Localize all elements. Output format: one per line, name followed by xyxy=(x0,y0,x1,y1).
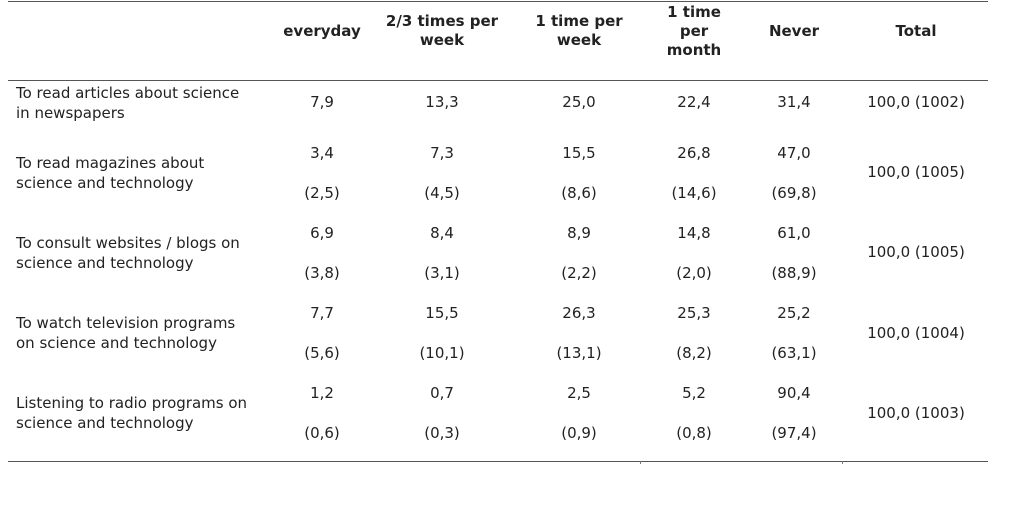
row-label: Listening to radio programs on science a… xyxy=(16,394,248,432)
column-header-total: Total xyxy=(895,22,937,40)
secondary-value-cell: (8,2) xyxy=(676,344,712,362)
secondary-value-cell: (0,8) xyxy=(676,424,712,442)
value-cell: 6,9 xyxy=(310,224,334,242)
secondary-value-cell: (0,6) xyxy=(304,424,340,442)
value-cell: 2,5 xyxy=(567,384,591,402)
value-cell: 8,9 xyxy=(567,224,591,242)
table-header-rule xyxy=(8,80,988,81)
value-cell: 13,3 xyxy=(425,93,459,111)
table-bottom-rule xyxy=(8,461,988,462)
value-cell: 90,4 xyxy=(777,384,811,402)
total-cell: 100,0 (1005) xyxy=(867,243,965,261)
secondary-value-cell: (88,9) xyxy=(771,264,817,282)
value-cell: 26,8 xyxy=(677,144,711,162)
value-cell: 15,5 xyxy=(562,144,596,162)
secondary-value-cell: (4,5) xyxy=(424,184,460,202)
table-top-rule xyxy=(8,1,988,2)
secondary-value-cell: (14,6) xyxy=(671,184,717,202)
secondary-value-cell: (2,2) xyxy=(561,264,597,282)
column-header-everyday: everyday xyxy=(283,22,361,40)
value-cell: 22,4 xyxy=(677,93,711,111)
value-cell: 47,0 xyxy=(777,144,811,162)
secondary-value-cell: (97,4) xyxy=(771,424,817,442)
row-label: To consult websites / blogs on science a… xyxy=(16,234,240,272)
value-cell: 8,4 xyxy=(430,224,454,242)
secondary-value-cell: (0,3) xyxy=(424,424,460,442)
column-header-1-time-per-month: 1 time per month xyxy=(666,3,722,59)
total-cell: 100,0 (1002) xyxy=(867,93,965,111)
column-header-2-3-times-per-week: 2/3 times per week xyxy=(385,12,499,49)
value-cell: 25,2 xyxy=(777,304,811,322)
secondary-value-cell: (2,0) xyxy=(676,264,712,282)
column-header-1-time-per-week: 1 time per week xyxy=(535,12,623,49)
value-cell: 1,2 xyxy=(310,384,334,402)
secondary-value-cell: (69,8) xyxy=(771,184,817,202)
total-cell: 100,0 (1004) xyxy=(867,324,965,342)
total-cell: 100,0 (1003) xyxy=(867,404,965,422)
value-cell: 26,3 xyxy=(562,304,596,322)
value-cell: 7,9 xyxy=(310,93,334,111)
value-cell: 5,2 xyxy=(682,384,706,402)
value-cell: 7,3 xyxy=(430,144,454,162)
value-cell: 25,3 xyxy=(677,304,711,322)
row-label: To read articles about science in newspa… xyxy=(16,84,240,122)
value-cell: 61,0 xyxy=(777,224,811,242)
secondary-value-cell: (0,9) xyxy=(561,424,597,442)
table-column-tick xyxy=(842,461,843,464)
total-cell: 100,0 (1005) xyxy=(867,163,965,181)
value-cell: 3,4 xyxy=(310,144,334,162)
table-column-tick xyxy=(640,461,641,464)
value-cell: 25,0 xyxy=(562,93,596,111)
value-cell: 31,4 xyxy=(777,93,811,111)
column-header-never: Never xyxy=(768,22,820,40)
secondary-value-cell: (3,8) xyxy=(304,264,340,282)
secondary-value-cell: (10,1) xyxy=(419,344,465,362)
value-cell: 7,7 xyxy=(310,304,334,322)
secondary-value-cell: (2,5) xyxy=(304,184,340,202)
secondary-value-cell: (63,1) xyxy=(771,344,817,362)
secondary-value-cell: (3,1) xyxy=(424,264,460,282)
secondary-value-cell: (8,6) xyxy=(561,184,597,202)
value-cell: 14,8 xyxy=(677,224,711,242)
row-label: To watch television programs on science … xyxy=(16,314,236,352)
secondary-value-cell: (5,6) xyxy=(304,344,340,362)
value-cell: 0,7 xyxy=(430,384,454,402)
value-cell: 15,5 xyxy=(425,304,459,322)
row-label: To read magazines about science and tech… xyxy=(16,154,205,192)
secondary-value-cell: (13,1) xyxy=(556,344,602,362)
